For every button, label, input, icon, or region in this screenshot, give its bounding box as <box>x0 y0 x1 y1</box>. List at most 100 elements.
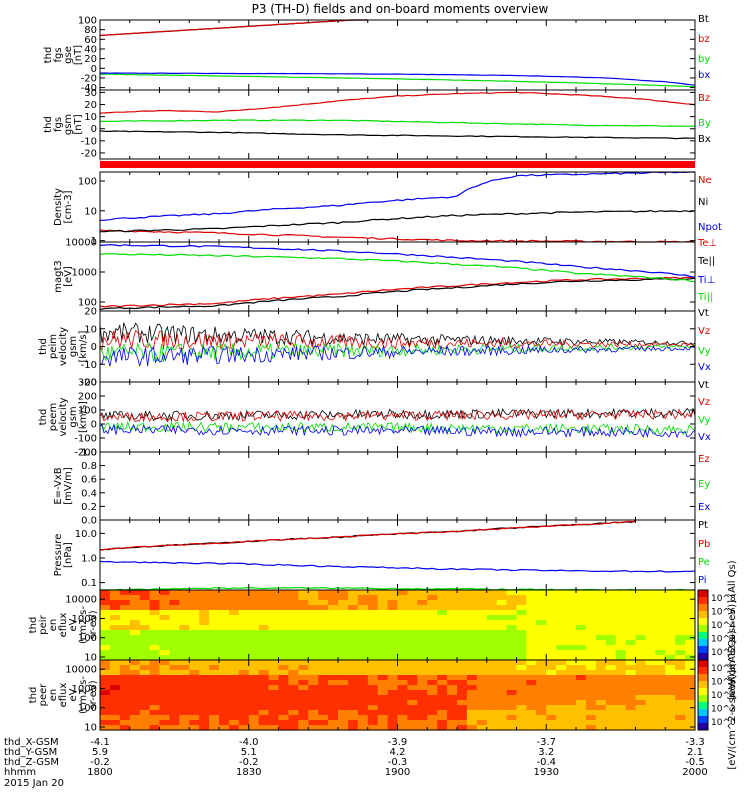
spectrogram-cell <box>566 690 577 696</box>
spectrogram-cell <box>347 595 359 601</box>
spectrogram-cell <box>566 645 577 651</box>
spectrogram-cell <box>645 615 656 621</box>
spectrogram-cell <box>576 600 587 606</box>
spectrogram-cell <box>189 640 200 646</box>
spectrogram-cell <box>665 590 676 596</box>
spectrogram-cell <box>238 610 250 616</box>
spectrogram-cell <box>417 620 428 626</box>
spectrogram-cell <box>585 695 597 701</box>
spectrogram-cell <box>219 645 230 651</box>
spectrogram-cell <box>129 705 141 711</box>
spectrogram-cell <box>328 660 339 666</box>
y-tick-label: 1 <box>91 236 97 247</box>
spectrogram-cell <box>556 590 567 596</box>
spectrogram-cell <box>179 680 190 686</box>
x-tick-label: 5.1 <box>241 747 257 758</box>
spectrogram-cell <box>645 700 656 706</box>
spectrogram-cell <box>357 640 369 646</box>
spectrogram-cell <box>486 670 498 676</box>
spectrogram-cell <box>417 670 428 676</box>
spectrogram-cell <box>189 695 200 701</box>
spectrogram-cell <box>347 615 359 621</box>
spectrogram-cell <box>447 600 458 606</box>
spectrogram-cell <box>605 675 617 681</box>
spectrogram-cell <box>238 655 250 661</box>
spectrogram-cell <box>328 705 339 711</box>
legend-vx: Vx <box>698 362 711 373</box>
spectrogram-cell <box>605 615 617 621</box>
spectrogram-cell <box>209 645 220 651</box>
spectrogram-cell <box>199 700 210 706</box>
x-tick-label: -0.2 <box>239 757 259 768</box>
spectrogram-cell <box>437 630 448 636</box>
colorbar-swatch <box>698 702 708 710</box>
spectrogram-cell <box>556 625 567 631</box>
spectrogram-cell <box>219 725 230 731</box>
spectrogram-cell <box>109 600 121 606</box>
spectrogram-cell <box>387 665 399 671</box>
x-axis-labels: thd_X-GSMthd_Y-GSMthd_Z-GSMhhmm-4.15.9-0… <box>4 737 708 789</box>
spectrogram-cell <box>417 700 428 706</box>
spectrogram-cell <box>556 645 567 651</box>
spectrogram-cell <box>635 710 646 716</box>
spectrogram-cell <box>685 600 696 606</box>
spectrogram-cell <box>139 670 151 676</box>
spectrogram-cell <box>238 660 250 666</box>
spectrogram-cell <box>556 605 567 611</box>
spectrogram-cell <box>357 670 369 676</box>
spectrogram-cell <box>357 725 369 731</box>
spectrogram-cell <box>308 725 319 731</box>
spectrogram-cell <box>139 655 151 661</box>
spectrogram-cell <box>466 620 478 626</box>
spectrogram-cell <box>585 685 597 691</box>
spectrogram-cell <box>357 600 369 606</box>
spectrogram-cell <box>635 695 646 701</box>
spectrogram-cell <box>457 655 468 661</box>
spectrogram-cell <box>427 685 438 691</box>
spectrogram-cell <box>576 670 587 676</box>
spectrogram-cell <box>328 715 339 721</box>
spectrogram-cell <box>417 710 428 716</box>
spectrogram-cell <box>209 610 220 616</box>
spectrogram-cell <box>437 710 448 716</box>
spectrogram-cell <box>318 715 329 721</box>
spectrogram-cell <box>377 610 389 616</box>
spectrogram-cell <box>377 685 389 691</box>
spectrogram-cell <box>486 630 498 636</box>
spectrogram-cell <box>476 615 488 621</box>
y-tick-label: 100 <box>78 176 97 187</box>
spectrogram-cell <box>605 625 617 631</box>
spectrogram-cell <box>516 665 527 671</box>
spectrogram-cell <box>119 655 131 661</box>
spectrogram-cell <box>338 640 349 646</box>
spectrogram-cell <box>427 600 438 606</box>
spectrogram-cell <box>506 655 518 661</box>
spectrogram-cell <box>139 660 151 666</box>
spectrogram-cell <box>635 590 646 596</box>
spectrogram-cell <box>457 705 468 711</box>
series-line-vt <box>99 322 696 347</box>
spectrogram-cell <box>109 630 121 636</box>
spectrogram-cell <box>635 610 646 616</box>
spectrogram-cell <box>496 640 508 646</box>
spectrogram-cell <box>228 710 240 716</box>
spectrogram-cell <box>585 690 597 696</box>
spectrogram-cell <box>338 675 349 681</box>
spectrogram-cell <box>189 680 200 686</box>
spectrogram-cell <box>228 615 240 621</box>
spectrogram-cell <box>298 665 309 671</box>
spectrogram-cell <box>417 705 428 711</box>
spectrogram-cell <box>338 680 349 686</box>
spectrogram-cell <box>347 635 359 641</box>
spectrogram-cell <box>209 690 220 696</box>
spectrogram-cell <box>318 665 329 671</box>
spectrogram-cell <box>318 615 329 621</box>
spectrogram-cell <box>219 640 230 646</box>
spectrogram-cell <box>258 670 270 676</box>
spectrogram-cell <box>228 590 240 596</box>
spectrogram-cell <box>526 640 537 646</box>
spectrogram-cell <box>615 700 627 706</box>
spectrogram-cell <box>566 615 577 621</box>
spectrogram-cell <box>209 620 220 626</box>
spectrogram-cell <box>645 690 656 696</box>
